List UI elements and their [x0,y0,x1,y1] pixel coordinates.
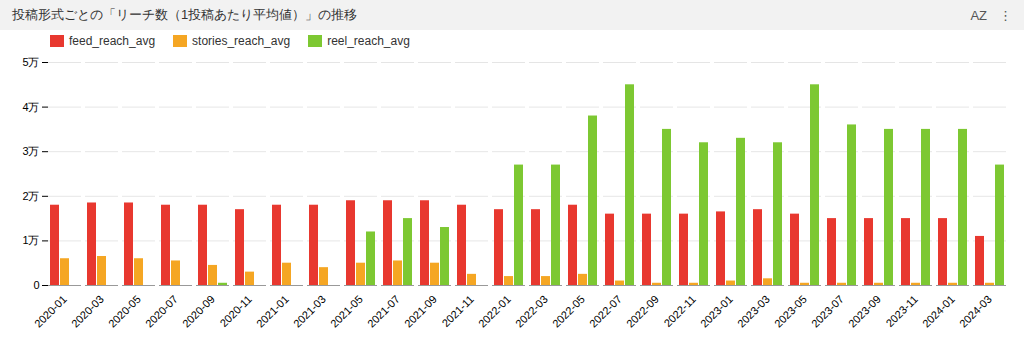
html-text:AZ: AZ [970,7,987,23]
svg-text:2020-11: 2020-11 [217,293,253,329]
svg-text:2021-03: 2021-03 [291,293,328,330]
svg-text:2021-07: 2021-07 [365,293,402,330]
svg-text:2023-05: 2023-05 [772,293,809,330]
svg-text:2023-07: 2023-07 [809,293,846,330]
svg-text:2022-07: 2022-07 [587,293,624,330]
svg-text:2022-09: 2022-09 [624,293,661,330]
svg-text:2022-01: 2022-01 [476,293,513,330]
svg-text:2021-01: 2021-01 [254,293,291,330]
svg-text:3万: 3万 [22,145,39,157]
svg-text:2023-09: 2023-09 [846,293,883,330]
svg-text:1万: 1万 [22,234,39,246]
svg-text:2021-11: 2021-11 [439,293,475,329]
html-text:stories_reach_avg: stories_reach_avg [192,34,291,48]
svg-text:2020-05: 2020-05 [106,293,143,330]
svg-text:2022-05: 2022-05 [550,293,587,330]
svg-text:2021-05: 2021-05 [328,293,365,330]
svg-text:2022-03: 2022-03 [513,293,550,330]
svg-text:2023-11: 2023-11 [883,293,919,329]
svg-text:2020-03: 2020-03 [69,293,106,330]
svg-text:2020-09: 2020-09 [180,293,217,330]
html-text:reel_reach_avg: reel_reach_avg [327,34,410,48]
html-text:feed_reach_avg: feed_reach_avg [69,34,156,48]
svg-text:2万: 2万 [22,190,39,202]
svg-text:2021-09: 2021-09 [402,293,439,330]
svg-text:0: 0 [33,279,39,291]
svg-text:2020-01: 2020-01 [32,293,69,330]
svg-text:5万: 5万 [22,56,39,68]
svg-text:2023-03: 2023-03 [735,293,772,330]
svg-text:2023-01: 2023-01 [698,293,735,330]
html-text:投稿形式ごとの「リーチ数（1投稿あたり平均値）」の推移: 投稿形式ごとの「リーチ数（1投稿あたり平均値）」の推移 [12,7,358,22]
svg-text:2024-03: 2024-03 [957,293,994,330]
svg-text:2022-11: 2022-11 [661,293,697,329]
svg-text:2020-07: 2020-07 [143,293,180,330]
svg-text:2024-01: 2024-01 [920,293,957,330]
svg-text:4万: 4万 [22,101,39,113]
